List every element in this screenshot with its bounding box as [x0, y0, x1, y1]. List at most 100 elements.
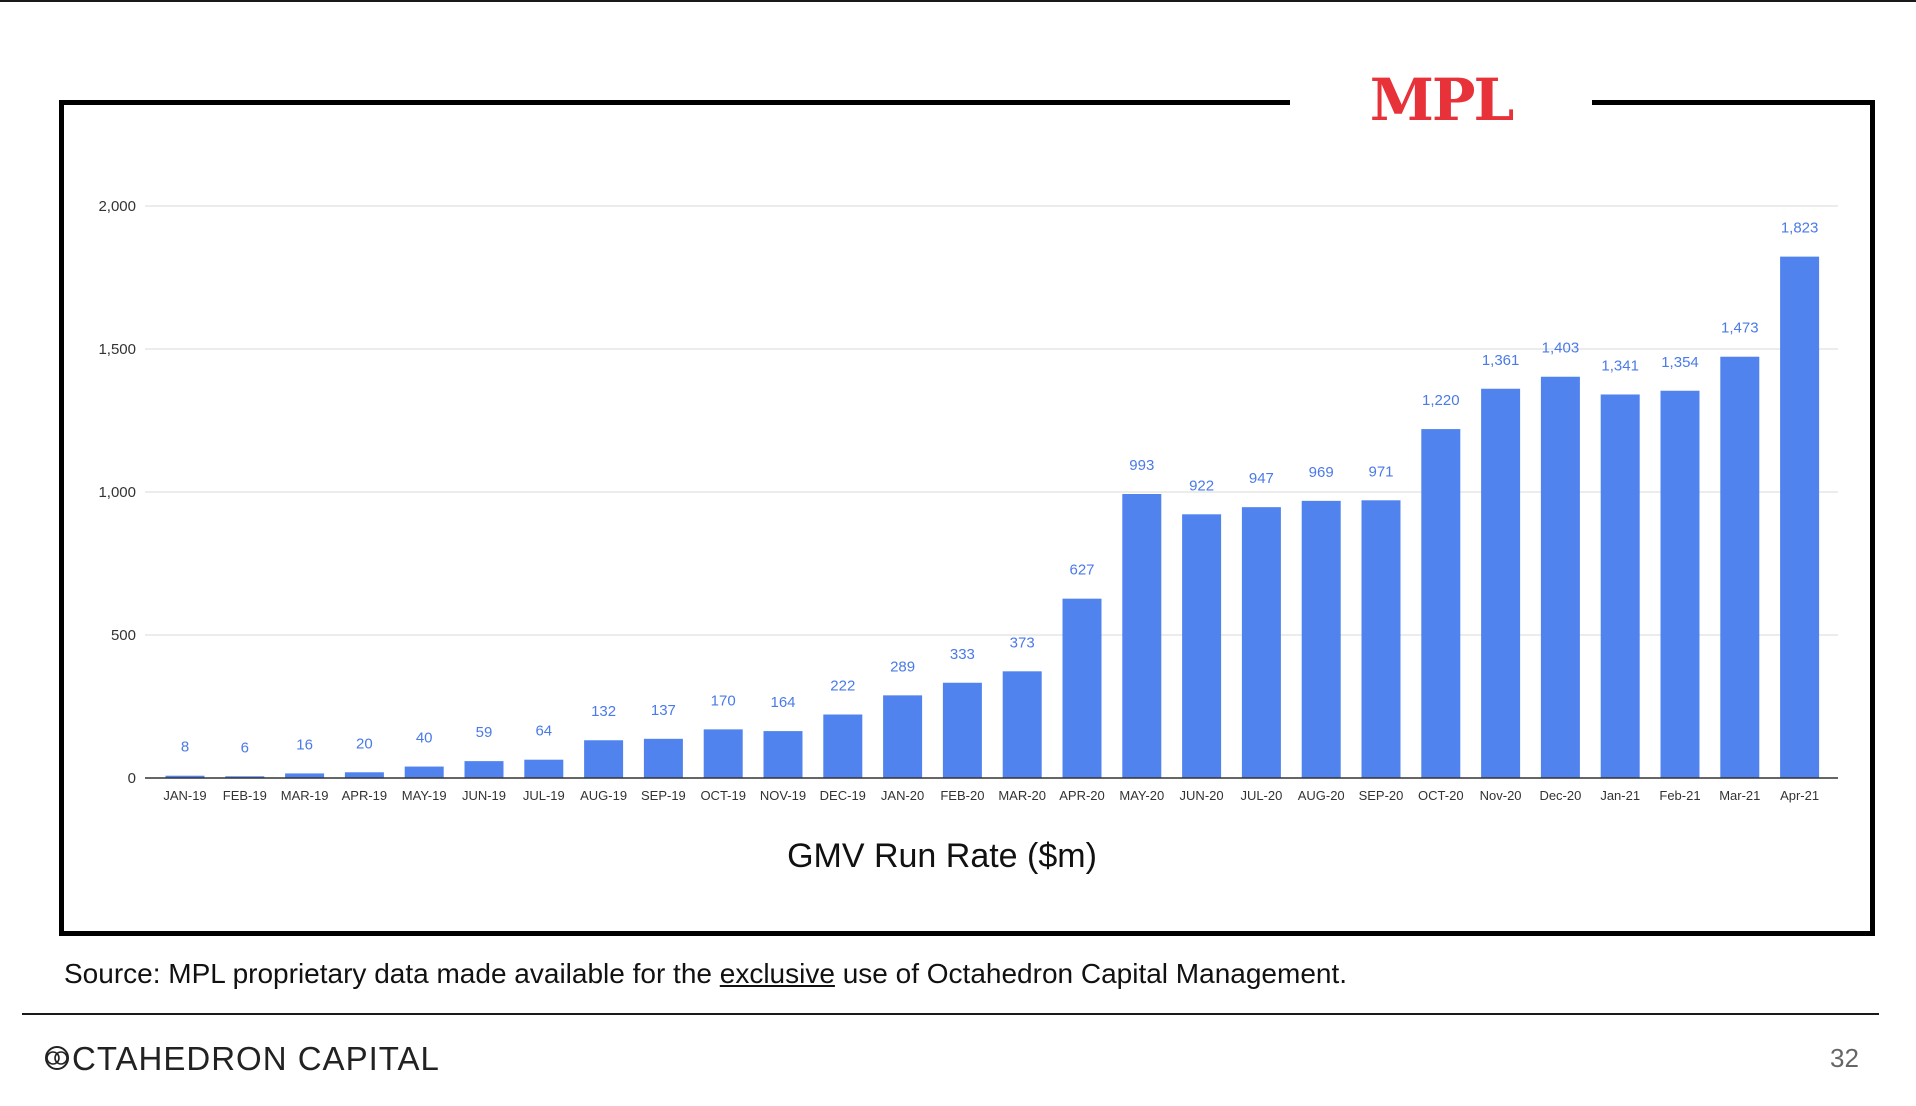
y-tick-label: 1,000	[98, 484, 136, 501]
bar	[763, 731, 803, 778]
value-label: 1,473	[1721, 320, 1759, 337]
y-tick-labels: 0 500 1,000 1,500 2,000	[98, 198, 136, 787]
x-tick-label: AUG-19	[580, 788, 627, 803]
value-label: 132	[591, 703, 616, 720]
source-emphasis: exclusive	[719, 958, 835, 989]
page-number: 32	[1830, 1043, 1859, 1073]
value-label: 1,403	[1542, 340, 1580, 357]
x-tick-label: Apr-21	[1780, 788, 1819, 803]
source-note: Source: MPL proprietary data made availa…	[64, 958, 1347, 990]
x-tick-label: Nov-20	[1480, 788, 1522, 803]
x-tick-label: SEP-20	[1359, 788, 1404, 803]
x-tick-label: JAN-20	[881, 788, 924, 803]
source-prefix: Source: MPL proprietary data made availa…	[64, 958, 720, 989]
x-tick-label: Dec-20	[1539, 788, 1581, 803]
value-label: 137	[651, 702, 676, 719]
chart-frame	[59, 100, 1875, 936]
bar	[1421, 429, 1461, 778]
value-label: 333	[950, 646, 975, 663]
bar	[1720, 356, 1760, 778]
bar	[225, 776, 265, 778]
value-label: 373	[1010, 634, 1035, 651]
value-label: 1,220	[1422, 392, 1460, 409]
value-label: 1,354	[1661, 354, 1699, 371]
x-tick-label: JAN-19	[163, 788, 206, 803]
value-label: 947	[1249, 470, 1274, 487]
x-tick-label: FEB-20	[940, 788, 984, 803]
value-label: 1,341	[1601, 357, 1639, 374]
x-tick-label: FEB-19	[223, 788, 267, 803]
brand-wordmark: CTAHEDRON CAPITAL	[44, 1040, 440, 1078]
value-label: 164	[770, 694, 795, 711]
x-tick-label: MAY-20	[1119, 788, 1164, 803]
bar	[1361, 500, 1401, 778]
x-tick-label: OCT-19	[700, 788, 746, 803]
bar	[1122, 494, 1162, 778]
mpl-logo: MPL	[1369, 66, 1515, 134]
value-labels: 8 6 16 20 40 59 64 132 137 170 164 222 289 333 373 627 9…	[181, 220, 1819, 757]
bar	[1241, 507, 1281, 778]
brand-name: CTAHEDRON CAPITAL	[72, 1040, 440, 1077]
bottom-rule	[22, 1013, 1879, 1015]
bars	[165, 256, 1820, 778]
octahedron-icon	[45, 1046, 69, 1070]
value-label: 59	[476, 724, 493, 741]
x-tick-label: MAR-20	[998, 788, 1046, 803]
x-tick-label: JUN-20	[1180, 788, 1224, 803]
bar	[344, 772, 384, 778]
grid-lines	[145, 205, 1838, 636]
top-rule	[0, 0, 1916, 2]
bar	[1481, 388, 1521, 778]
bar	[165, 775, 205, 778]
value-label: 222	[830, 678, 855, 695]
bar	[285, 773, 325, 778]
bar	[643, 738, 683, 778]
bar	[1780, 256, 1820, 778]
value-label: 993	[1129, 457, 1154, 474]
x-tick-label: Feb-21	[1659, 788, 1700, 803]
bar	[1182, 514, 1222, 778]
chart-title: GMV Run Rate ($m)	[787, 837, 1097, 875]
x-tick-label: MAY-19	[402, 788, 447, 803]
bar	[883, 695, 923, 778]
bar	[823, 714, 863, 778]
source-suffix: use of Octahedron Capital Management.	[834, 958, 1348, 989]
value-label: 64	[535, 723, 552, 740]
value-label: 6	[241, 739, 249, 756]
bar	[1600, 394, 1640, 778]
y-tick-label: 1,500	[98, 341, 136, 358]
value-label: 40	[416, 730, 433, 747]
value-label: 969	[1309, 464, 1334, 481]
x-tick-label: NOV-19	[760, 788, 806, 803]
y-tick-label: 0	[128, 770, 136, 787]
value-label: 170	[711, 692, 736, 709]
value-label: 1,823	[1781, 220, 1819, 237]
value-label: 289	[890, 658, 915, 675]
x-tick-label: APR-19	[342, 788, 388, 803]
x-tick-label: MAR-19	[281, 788, 329, 803]
value-label: 1,361	[1482, 352, 1520, 369]
bar-chart: 8 6 16 20 40 59 64 132 137 170 164 222 289 333 373 627 9…	[98, 198, 1838, 875]
x-tick-label: JUL-20	[1240, 788, 1282, 803]
y-tick-label: 500	[111, 627, 136, 644]
x-tick-label: Mar-21	[1719, 788, 1760, 803]
x-tick-label: JUN-19	[462, 788, 506, 803]
value-label: 922	[1189, 477, 1214, 494]
bar	[524, 759, 564, 778]
bar	[1002, 671, 1042, 778]
value-label: 16	[296, 736, 313, 753]
bar	[703, 729, 743, 778]
x-tick-label: Jan-21	[1600, 788, 1640, 803]
logo-gap	[1290, 94, 1592, 112]
bar	[1540, 376, 1580, 778]
bar	[1660, 390, 1700, 778]
x-tick-label: APR-20	[1059, 788, 1105, 803]
bar	[584, 740, 624, 778]
bar	[464, 761, 504, 778]
x-tick-label: SEP-19	[641, 788, 686, 803]
y-tick-label: 2,000	[98, 198, 136, 215]
x-tick-label: DEC-19	[820, 788, 866, 803]
x-tick-label: JUL-19	[523, 788, 565, 803]
value-label: 8	[181, 739, 189, 756]
bar	[1062, 598, 1102, 778]
